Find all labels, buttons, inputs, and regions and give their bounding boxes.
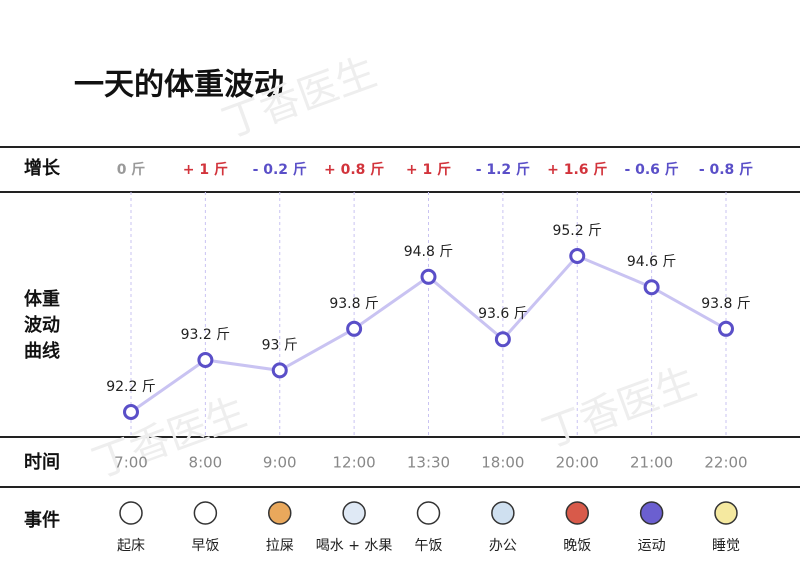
row-label: 体重波动曲线 [24,288,60,362]
row-label-line: 体重 [24,288,60,310]
value-label: 93.6 斤 [478,306,528,322]
row-label-line: 波动 [24,314,60,336]
icon-shape [268,501,292,525]
watermark: 丁香医生 [86,389,252,487]
event-label: 睡觉 [712,538,740,554]
change-label: - 0.2 斤 [253,161,307,178]
event-label: 喝水 + 水果 [316,538,393,554]
event-icon [491,501,515,525]
weight-point [271,362,288,379]
event-icon [639,501,664,525]
watermark: 丁香医生 [536,359,702,457]
icon-shape [565,501,589,525]
icon-shape [342,501,366,525]
icon-shape [119,501,143,525]
time-label: 21:00 [630,454,673,472]
value-label: 93.8 斤 [329,296,379,312]
icon-shape [193,501,218,525]
weight-point [643,279,660,296]
event-label: 晚饭 [563,538,591,554]
chart-title: 一天的体重波动 [74,68,284,103]
time-label: 8:00 [189,454,223,472]
value-label: 93 斤 [262,337,298,353]
value-label: 92.2 斤 [106,379,156,395]
event-icon [119,501,143,525]
icon-shape [639,501,664,525]
value-label: 93.2 斤 [181,327,231,343]
change-label: + 1 斤 [183,161,228,178]
time-label: 13:30 [407,454,450,472]
dividers [0,146,800,488]
time-label: 9:00 [263,454,297,472]
icon-shape [714,501,738,525]
event-icon [268,501,292,525]
time-label: 20:00 [556,454,599,472]
time-label: 18:00 [481,454,524,472]
weight-point [420,268,437,285]
row-label-line: 曲线 [24,340,60,362]
change-label: - 0.8 斤 [699,161,753,178]
value-label: 93.8 斤 [701,296,751,312]
event-label: 拉屎 [266,538,294,554]
event-icon [193,501,218,525]
time-label: 12:00 [333,454,376,472]
event-label: 起床 [117,538,145,554]
weight-point [346,320,363,337]
change-label: - 0.6 斤 [624,161,678,178]
event-label: 办公 [489,538,517,554]
change-label: + 1 斤 [406,161,451,178]
event-icon [342,501,366,525]
event-icon [565,501,589,525]
event-label: 早饭 [191,538,219,554]
value-label: 94.8 斤 [404,244,454,260]
event-icon [416,501,441,525]
value-label: 95.2 斤 [552,223,602,239]
change-label: - 1.2 斤 [476,161,530,178]
time-label: 7:00 [114,454,148,472]
icon-shape [416,501,441,525]
change-label: + 0.8 斤 [324,161,384,178]
weight-point [123,404,139,420]
event-label: 午饭 [415,538,443,554]
weight-point [197,352,214,368]
value-label: 94.6 斤 [627,254,677,270]
change-label: + 1.6 斤 [547,161,607,178]
watermark: 丁香医生 [216,49,382,147]
row-label: 事件 [24,509,60,531]
weight-point [718,320,734,337]
row-label: 时间 [24,452,60,473]
event-label: 运动 [638,538,666,554]
event-icon [714,501,738,525]
weight-point [494,331,511,348]
icon-shape [491,501,515,525]
weight-point [569,248,586,264]
row-label: 增长 [24,157,61,179]
time-label: 22:00 [704,454,747,472]
change-label: 0 斤 [117,161,146,178]
